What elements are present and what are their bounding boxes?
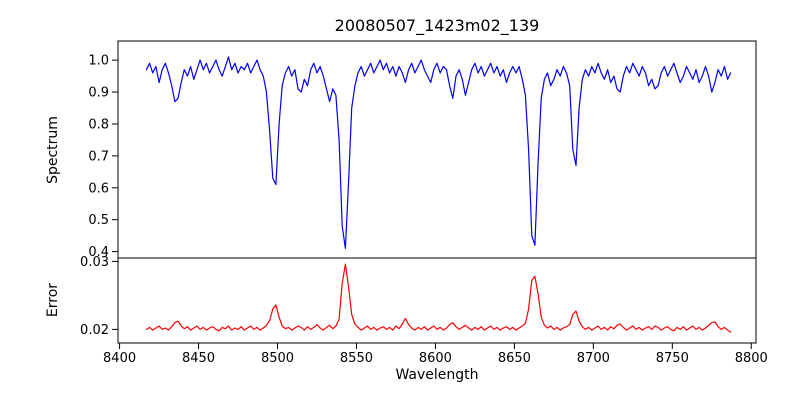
- x-tick-label: 8700: [577, 351, 610, 366]
- y-tick-label-spectrum: 0.8: [88, 117, 109, 132]
- y-axis-label-spectrum: Spectrum: [45, 116, 61, 184]
- x-axis-label: Wavelength: [395, 367, 478, 383]
- axes-frame-spectrum: [117, 40, 757, 259]
- x-tick-label: 8800: [735, 351, 768, 366]
- error-line: [145, 263, 732, 333]
- spectrum-line: [145, 56, 732, 249]
- x-tick-label: 8600: [419, 351, 452, 366]
- y-axis-label-error: Error: [45, 283, 61, 317]
- x-tick-label: 8500: [261, 351, 294, 366]
- y-tick-label-spectrum: 1.0: [88, 54, 109, 69]
- x-tick-label: 8750: [656, 351, 689, 366]
- y-tick-label-spectrum: 0.4: [88, 245, 109, 260]
- y-tick-label-error: 0.03: [80, 255, 109, 270]
- y-tick-label-spectrum: 0.7: [88, 149, 109, 164]
- y-tick-label-spectrum: 0.6: [88, 181, 109, 196]
- x-tick-label: 8400: [103, 351, 136, 366]
- x-tick-label: 8450: [182, 351, 215, 366]
- chart-title: 20080507_1423m02_139: [335, 16, 540, 36]
- x-tick-label: 8650: [498, 351, 531, 366]
- y-tick-label-spectrum: 0.5: [88, 213, 109, 228]
- y-tick-label-spectrum: 0.9: [88, 86, 109, 101]
- axes-frame-error: [117, 257, 757, 344]
- y-tick-label-error: 0.02: [80, 323, 109, 338]
- x-tick-label: 8550: [340, 351, 373, 366]
